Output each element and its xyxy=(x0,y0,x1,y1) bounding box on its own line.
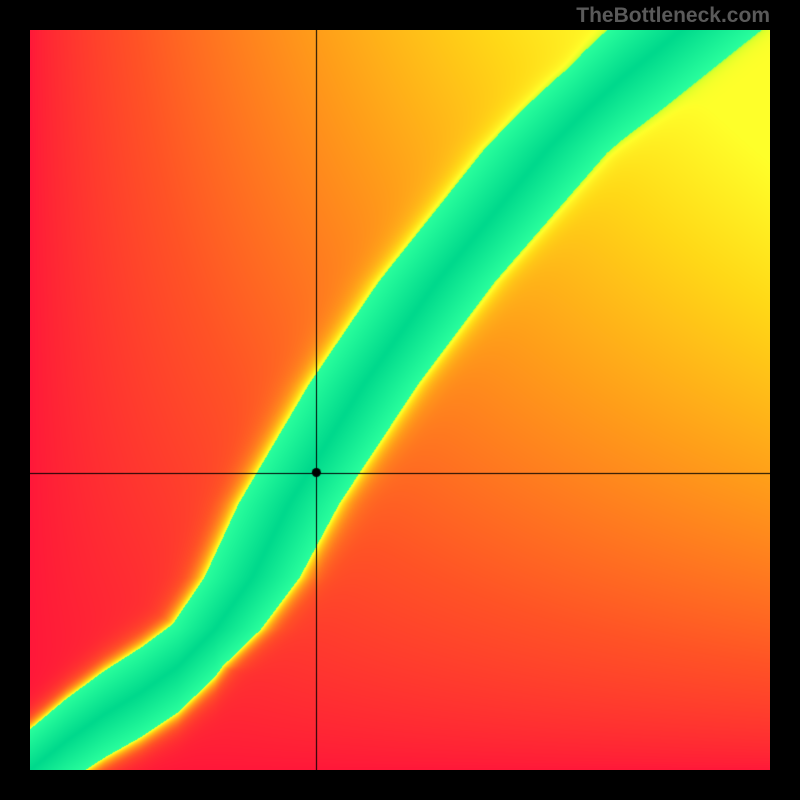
bottleneck-heatmap xyxy=(30,30,770,770)
chart-container: TheBottleneck.com xyxy=(0,0,800,800)
watermark-text: TheBottleneck.com xyxy=(576,4,770,28)
